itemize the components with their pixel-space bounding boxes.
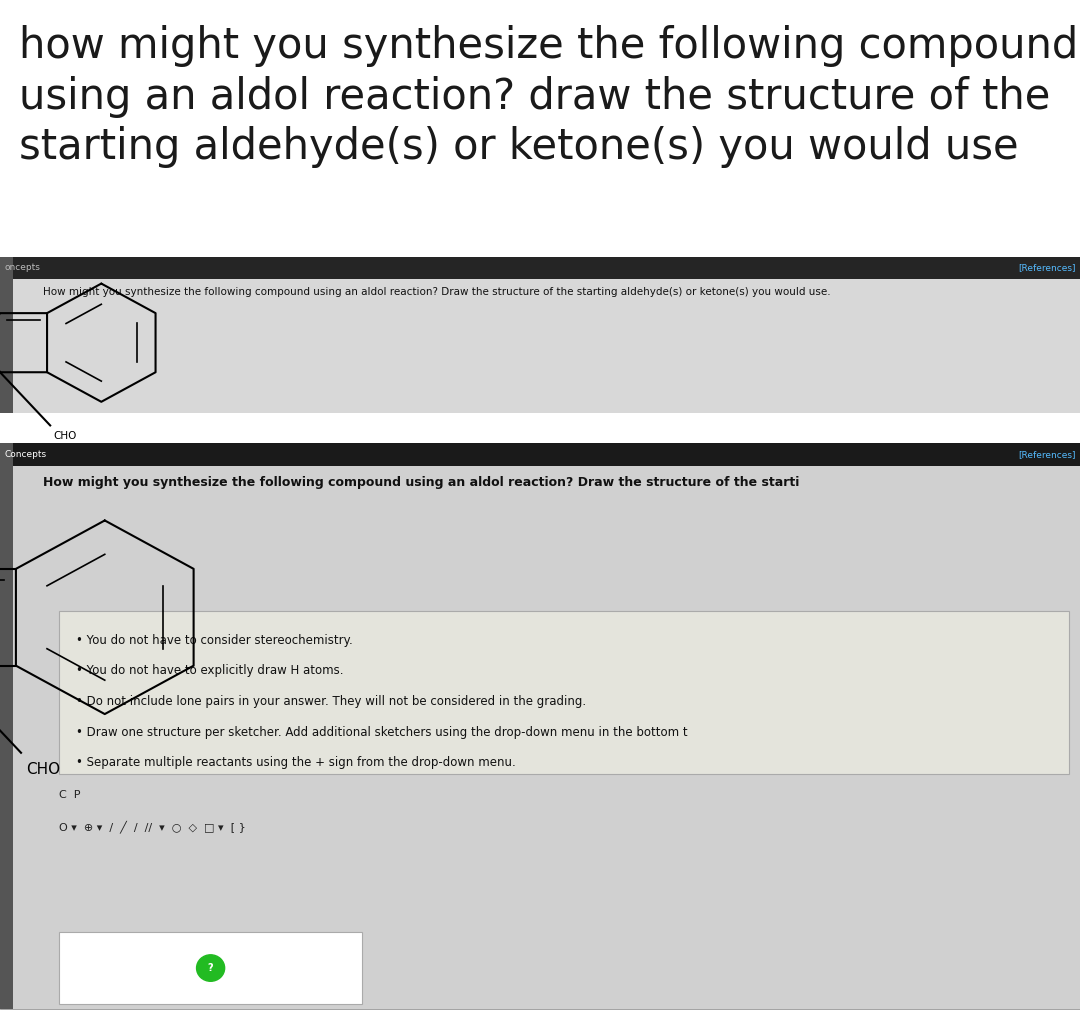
- FancyBboxPatch shape: [0, 443, 13, 1009]
- Text: CHO: CHO: [26, 762, 60, 777]
- FancyBboxPatch shape: [59, 932, 362, 1004]
- Text: How might you synthesize the following compound using an aldol reaction? Draw th: How might you synthesize the following c…: [43, 287, 831, 298]
- FancyBboxPatch shape: [0, 443, 1080, 466]
- Text: how might you synthesize the following compound
using an aldol reaction? draw th: how might you synthesize the following c…: [19, 25, 1079, 168]
- Text: [References]: [References]: [1018, 450, 1076, 459]
- Text: O ▾  ⊕ ▾  /  ╱  /  //  ▾  ○  ◇  □ ▾  [ }: O ▾ ⊕ ▾ / ╱ / // ▾ ○ ◇ □ ▾ [ }: [59, 820, 246, 834]
- Text: [References]: [References]: [1018, 264, 1076, 272]
- Text: ?: ?: [207, 963, 214, 973]
- FancyBboxPatch shape: [0, 413, 1080, 443]
- FancyBboxPatch shape: [59, 611, 1069, 774]
- Text: • Do not include lone pairs in your answer. They will not be considered in the g: • Do not include lone pairs in your answ…: [76, 695, 585, 708]
- FancyBboxPatch shape: [0, 257, 1080, 279]
- Text: • Separate multiple reactants using the + sign from the drop-down menu.: • Separate multiple reactants using the …: [76, 756, 515, 769]
- Text: Concepts: Concepts: [4, 450, 46, 459]
- Text: • You do not have to consider stereochemistry.: • You do not have to consider stereochem…: [76, 634, 352, 647]
- FancyBboxPatch shape: [0, 257, 13, 413]
- FancyBboxPatch shape: [0, 443, 1080, 1009]
- Text: How might you synthesize the following compound using an aldol reaction? Draw th: How might you synthesize the following c…: [43, 476, 799, 489]
- FancyBboxPatch shape: [0, 257, 1080, 413]
- Circle shape: [197, 955, 225, 981]
- Text: • You do not have to explicitly draw H atoms.: • You do not have to explicitly draw H a…: [76, 664, 343, 678]
- Text: C  P: C P: [59, 790, 81, 800]
- Text: oncepts: oncepts: [4, 264, 40, 272]
- Text: CHO: CHO: [53, 431, 77, 441]
- Text: • Draw one structure per sketcher. Add additional sketchers using the drop-down : • Draw one structure per sketcher. Add a…: [76, 726, 687, 739]
